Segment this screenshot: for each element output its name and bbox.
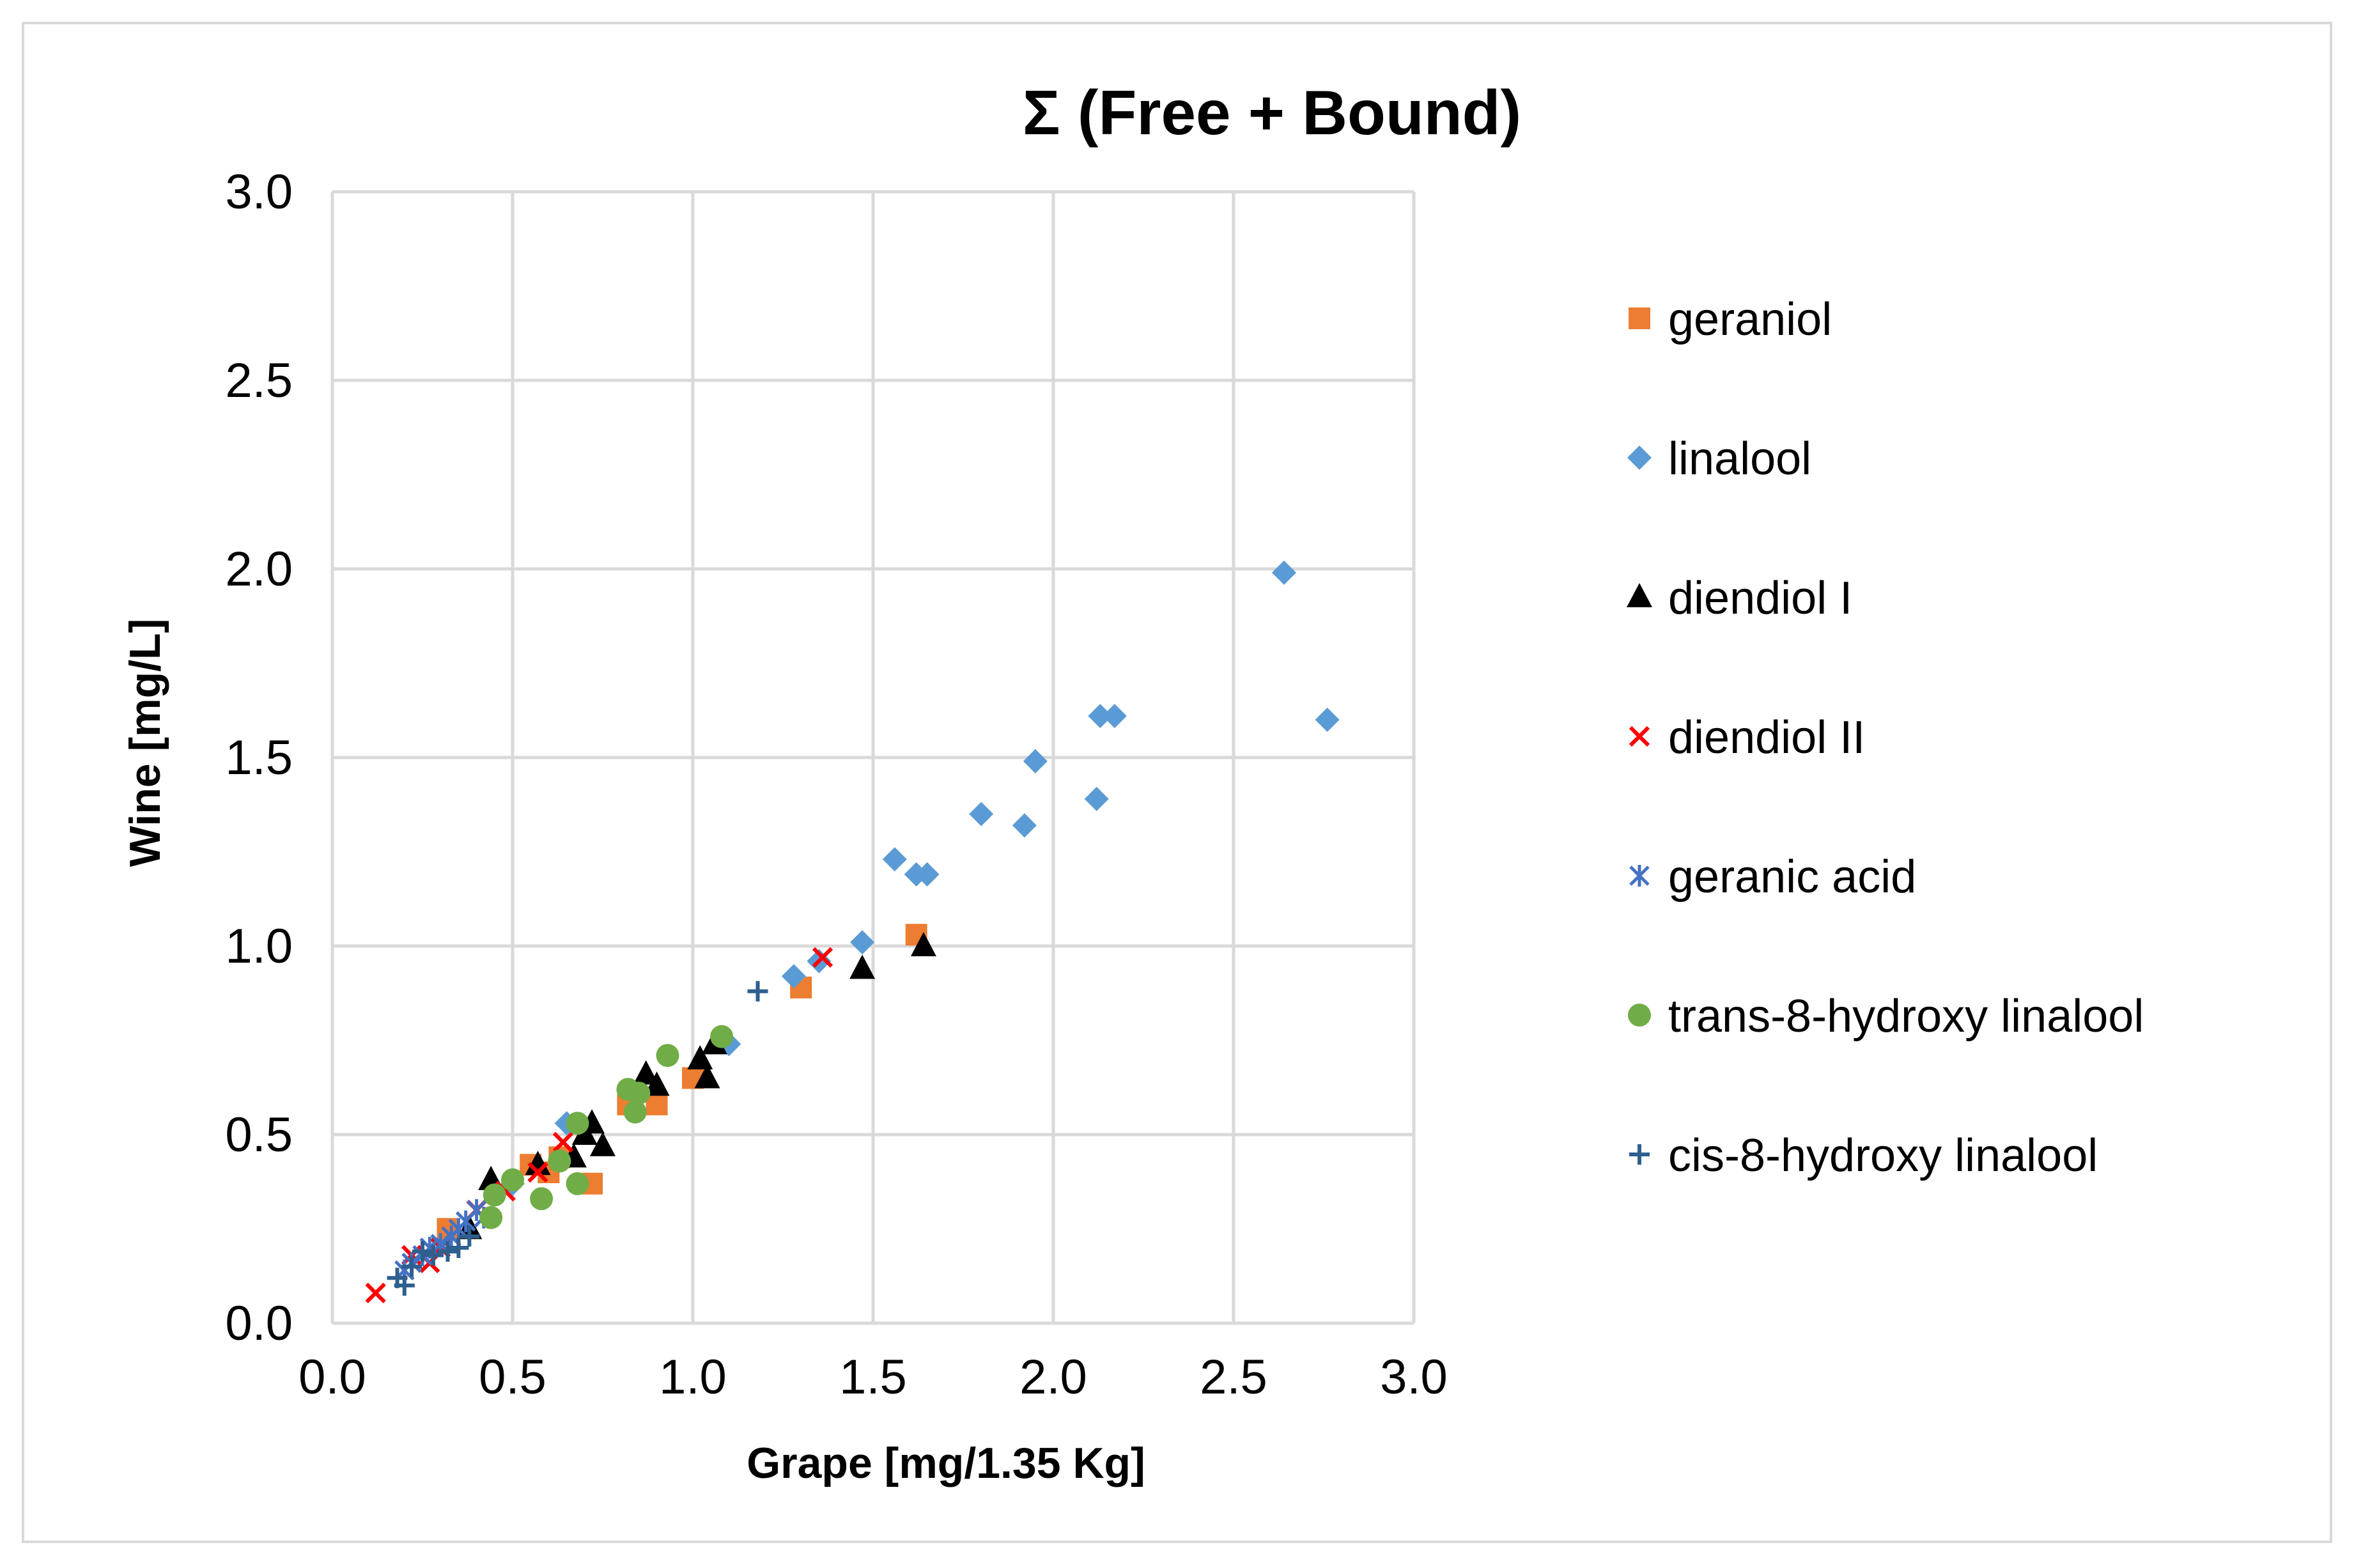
data-point <box>850 930 875 955</box>
x-tick-label: 0.5 <box>479 1350 546 1404</box>
legend: geraniol linalool diendiol I diendiol II ger… <box>1627 294 2144 1181</box>
legend-label: cis-8-hydroxy linalool <box>1668 1130 2098 1181</box>
legend-item: geranic acid <box>1629 851 1916 903</box>
y-axis-label: Wine [mg/L] <box>121 619 169 867</box>
data-point <box>552 1131 574 1153</box>
y-tick-label: 1.0 <box>225 919 293 974</box>
x-tick-label: 1.5 <box>839 1350 907 1404</box>
series-cis-8-hydroxy-linalool <box>387 981 768 1296</box>
data-point <box>646 1093 668 1115</box>
data-point <box>422 1245 444 1266</box>
data-point <box>530 1187 554 1211</box>
legend-label: trans-8-hydroxy linalool <box>1668 991 2144 1042</box>
data-point <box>882 847 907 872</box>
data-point <box>1084 786 1109 811</box>
legend-label: geraniol <box>1668 294 1832 345</box>
data-point <box>849 954 876 979</box>
legend-item: diendiol I <box>1627 573 1852 624</box>
data-point <box>412 1241 433 1262</box>
data-point <box>459 1226 480 1247</box>
legend-marker <box>1629 307 1650 329</box>
legend-item: diendiol II <box>1629 712 1865 763</box>
legend-label: linalool <box>1668 433 1811 485</box>
data-point <box>527 1161 548 1183</box>
data-point <box>394 1275 415 1296</box>
legend-item: geraniol <box>1629 294 1832 345</box>
y-tick-label: 0.0 <box>225 1296 293 1351</box>
data-point <box>633 1060 659 1085</box>
data-point <box>1271 560 1296 585</box>
data-point <box>747 981 768 1002</box>
data-point <box>910 932 936 956</box>
data-point <box>781 964 806 989</box>
legend-marker <box>1627 583 1652 607</box>
x-tick-label: 2.5 <box>1200 1350 1267 1404</box>
data-point <box>687 1045 713 1069</box>
legend-marker <box>1629 726 1650 747</box>
data-point <box>501 1168 524 1192</box>
data-point <box>710 1025 734 1048</box>
data-point <box>1012 813 1037 838</box>
data-point <box>483 1183 506 1207</box>
data-point <box>590 1131 616 1156</box>
x-tick-label: 1.0 <box>659 1350 727 1404</box>
series-diendiol-i <box>456 932 936 1239</box>
data-point <box>479 1206 503 1229</box>
data-point <box>915 862 940 887</box>
legend-item: linalool <box>1627 433 1811 485</box>
chart-frame <box>22 22 2332 1543</box>
legend-marker <box>1628 1004 1651 1027</box>
y-tick-label: 2.5 <box>225 353 293 408</box>
x-tick-label: 3.0 <box>1380 1350 1448 1404</box>
data-point <box>644 1071 670 1096</box>
legend-item: trans-8-hydroxy linalool <box>1628 991 2144 1042</box>
x-axis-label: Grape [mg/1.35 Kg] <box>747 1439 1145 1487</box>
data-point <box>656 1044 679 1067</box>
data-point <box>627 1082 651 1105</box>
chart-title: Σ (Free + Bound) <box>1023 77 1521 148</box>
data-point <box>694 1064 720 1089</box>
x-tick-label: 0.0 <box>298 1350 366 1404</box>
data-point <box>812 947 833 968</box>
data-point <box>566 1112 589 1135</box>
data-point <box>1102 704 1127 729</box>
data-point <box>566 1172 589 1195</box>
y-tick-label: 0.5 <box>225 1108 293 1162</box>
data-point <box>969 802 994 827</box>
data-point <box>548 1149 571 1173</box>
x-tick-label: 2.0 <box>1019 1350 1087 1404</box>
data-point <box>525 1151 551 1176</box>
legend-marker <box>1627 446 1652 470</box>
y-tick-label: 2.0 <box>225 542 293 596</box>
legend-item: cis-8-hydroxy linalool <box>1629 1130 2098 1181</box>
data-point <box>623 1100 647 1124</box>
legend-marker <box>1629 1144 1650 1165</box>
data-point <box>448 1238 469 1258</box>
data-point <box>1315 708 1340 732</box>
y-tick-label: 3.0 <box>225 165 293 219</box>
tick-labels: 0.0 0.5 1.0 1.5 2.0 2.5 3.0 0.0 0.5 1.0 1.5 2.0 2.5 3… <box>225 165 1447 1404</box>
y-tick-label: 1.5 <box>225 731 293 785</box>
data-point <box>365 1282 386 1303</box>
legend-label: diendiol II <box>1668 712 1865 763</box>
series-trans-8-hydroxy-linalool <box>479 1025 734 1229</box>
data-point <box>437 1241 458 1262</box>
series-linalool <box>500 560 1340 1196</box>
data-point <box>1088 704 1113 729</box>
legend-label: geranic acid <box>1668 851 1916 903</box>
data-points <box>365 560 1340 1303</box>
legend-label: diendiol I <box>1668 573 1852 624</box>
grid <box>330 190 1416 1325</box>
data-point <box>1023 749 1048 773</box>
legend-marker <box>1629 865 1650 887</box>
data-point <box>401 1256 422 1277</box>
